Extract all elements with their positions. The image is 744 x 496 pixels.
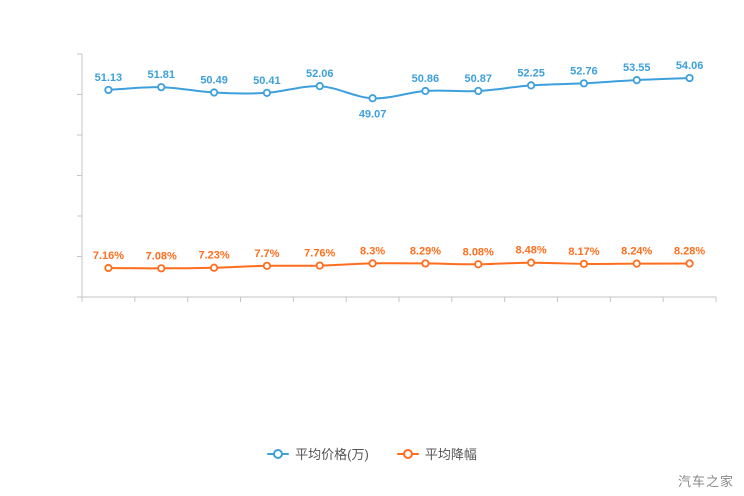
svg-text:8.3%: 8.3% bbox=[360, 245, 385, 257]
legend-item-average-discount[interactable]: 平均降幅 bbox=[396, 444, 477, 463]
svg-text:8.28%: 8.28% bbox=[674, 245, 705, 257]
svg-text:7.7%: 7.7% bbox=[254, 248, 279, 260]
svg-text:7.23%: 7.23% bbox=[198, 250, 229, 262]
chart-legend: 平均价格(万) 平均降幅 bbox=[0, 444, 744, 463]
svg-text:50.87: 50.87 bbox=[464, 73, 492, 85]
svg-text:50.49: 50.49 bbox=[200, 75, 228, 87]
svg-text:7.76%: 7.76% bbox=[304, 248, 335, 260]
svg-text:52.06: 52.06 bbox=[306, 68, 334, 80]
svg-text:8.08%: 8.08% bbox=[463, 246, 494, 258]
line-series-icon bbox=[267, 448, 290, 459]
svg-text:51.81: 51.81 bbox=[147, 69, 175, 81]
svg-text:8.29%: 8.29% bbox=[410, 245, 441, 257]
legend-item-average-price[interactable]: 平均价格(万) bbox=[267, 444, 369, 463]
svg-text:7.16%: 7.16% bbox=[93, 250, 124, 262]
legend-label: 平均价格(万) bbox=[295, 447, 369, 462]
svg-text:8.48%: 8.48% bbox=[515, 245, 546, 257]
watermark-text: 汽车之家 bbox=[677, 474, 734, 489]
line-series-icon bbox=[396, 448, 419, 459]
svg-text:54.06: 54.06 bbox=[676, 60, 704, 72]
svg-text:50.41: 50.41 bbox=[253, 75, 281, 87]
svg-text:8.24%: 8.24% bbox=[621, 246, 652, 258]
svg-text:7.08%: 7.08% bbox=[146, 250, 177, 262]
svg-text:52.76: 52.76 bbox=[570, 65, 598, 77]
svg-text:50.86: 50.86 bbox=[412, 73, 440, 85]
svg-text:49.07: 49.07 bbox=[359, 108, 387, 120]
svg-text:52.25: 52.25 bbox=[517, 67, 545, 79]
svg-text:53.55: 53.55 bbox=[623, 62, 651, 74]
svg-text:8.17%: 8.17% bbox=[568, 246, 599, 258]
svg-text:51.13: 51.13 bbox=[95, 72, 123, 84]
legend-label: 平均降幅 bbox=[424, 447, 477, 462]
